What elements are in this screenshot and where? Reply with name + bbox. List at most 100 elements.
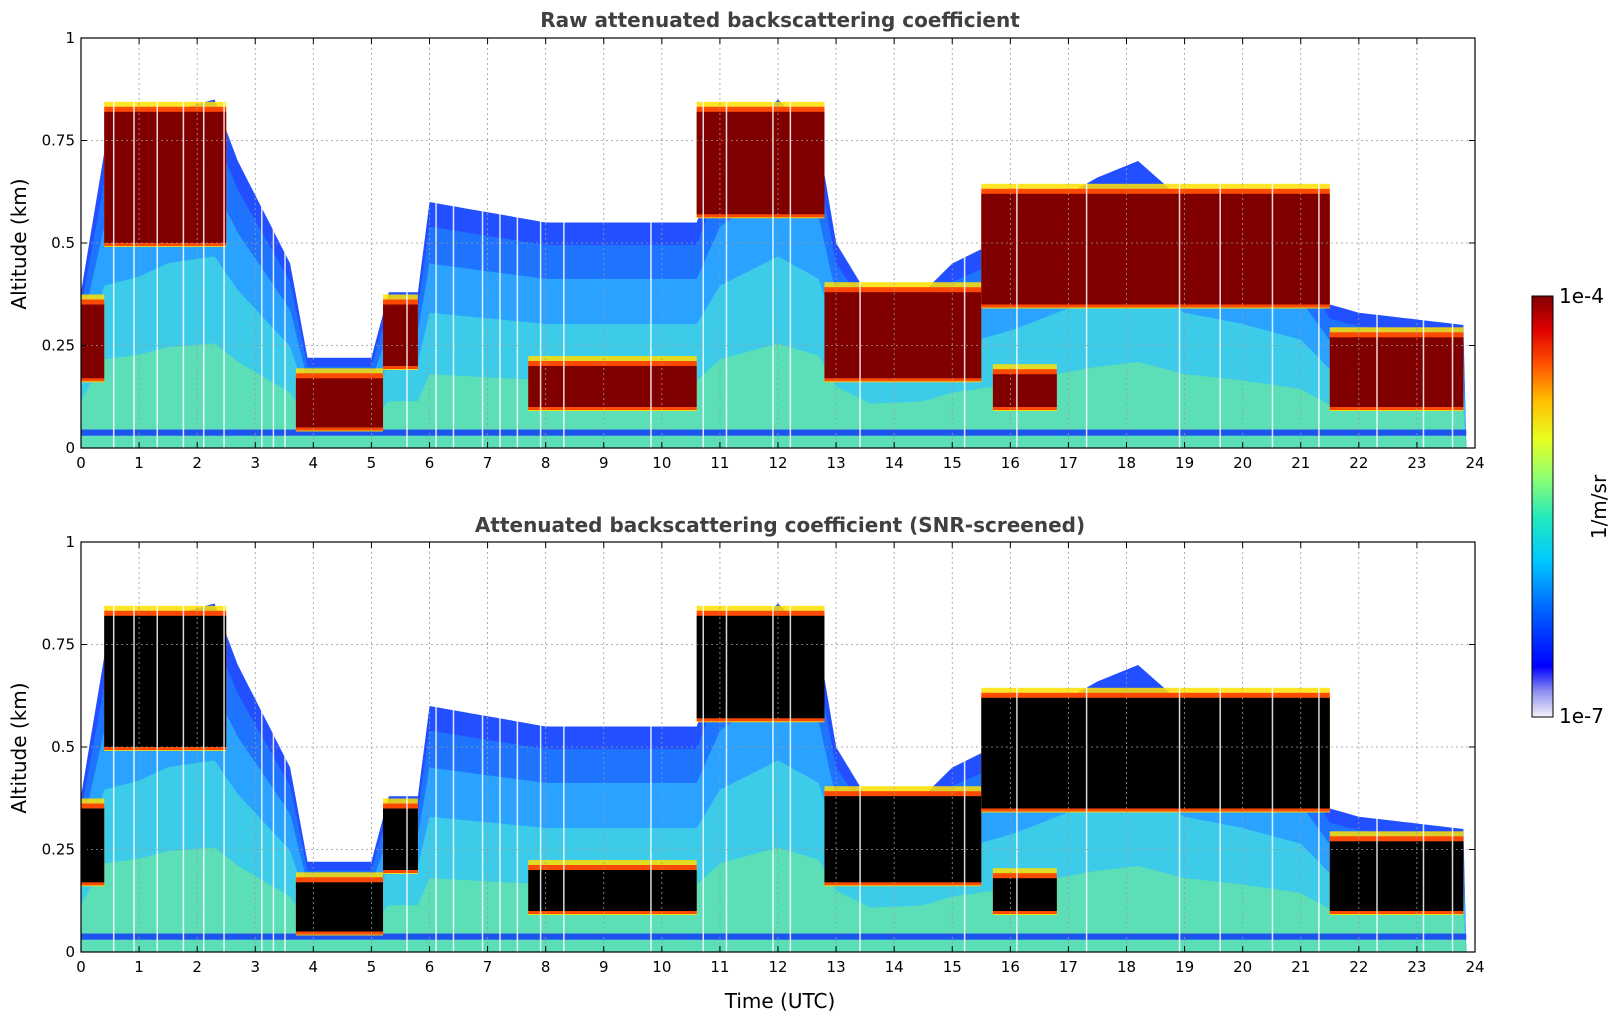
x-tick-label: 1 — [134, 454, 144, 472]
y-tick-label: 0.75 — [42, 132, 75, 150]
x-tick-label: 16 — [1001, 958, 1020, 976]
x-tick-label: 6 — [425, 958, 435, 976]
x-tick-label: 13 — [827, 958, 846, 976]
data-gap-stripe — [702, 38, 704, 448]
data-gap-stripe — [223, 38, 225, 448]
data-gap-stripe — [499, 542, 501, 952]
panel-raw-ylabel: Altitude (km) — [7, 178, 31, 309]
data-gap-stripe — [650, 38, 652, 448]
x-tick-label: 0 — [76, 454, 86, 472]
x-tick-label: 14 — [885, 454, 904, 472]
y-tick-label: 0 — [65, 943, 75, 961]
data-gap-stripe — [112, 38, 115, 448]
colorbar-unit-label: 1/m/sr — [1587, 474, 1611, 539]
x-tick-label: 16 — [1001, 454, 1020, 472]
x-tick-label: 2 — [192, 958, 202, 976]
cloud-layer — [992, 878, 1057, 911]
data-gap-stripe — [1422, 542, 1425, 952]
x-tick-label: 15 — [943, 454, 962, 472]
y-tick-label: 0.75 — [42, 636, 75, 654]
x-tick-label: 4 — [309, 958, 319, 976]
x-tick-label: 3 — [250, 454, 260, 472]
grid — [81, 38, 1475, 448]
data-gap-stripe — [1318, 38, 1320, 448]
data-gap-stripe — [272, 542, 275, 952]
y-tick-label: 0.25 — [42, 337, 75, 355]
x-tick-label: 7 — [483, 958, 493, 976]
x-tick-label: 9 — [599, 958, 609, 976]
x-tick-label: 5 — [367, 454, 377, 472]
data-gap-stripe — [1219, 542, 1221, 952]
data-gap-stripe — [202, 542, 205, 952]
x-tick-label: 6 — [425, 454, 435, 472]
data-gap-stripe — [539, 542, 542, 952]
x-tick-label: 7 — [483, 454, 493, 472]
data-gap-stripe — [1178, 38, 1181, 448]
data-gap-stripe — [112, 542, 115, 952]
x-tick-label: 9 — [599, 454, 609, 472]
cloud-layer — [981, 697, 1330, 809]
y-tick-label: 0 — [65, 439, 75, 457]
grid — [81, 542, 1475, 952]
cloud-layer — [383, 808, 418, 870]
cloud-layer — [1329, 841, 1464, 911]
x-tick-label: 12 — [768, 454, 787, 472]
cloud-layer — [824, 292, 982, 379]
panel-screened-ylabel: Altitude (km) — [7, 682, 31, 813]
x-tick-label: 19 — [1175, 454, 1194, 472]
x-tick-label: 13 — [827, 454, 846, 472]
data-gap-stripe — [789, 38, 792, 448]
data-gap-stripe — [650, 542, 652, 952]
x-tick-label: 4 — [309, 454, 319, 472]
data-gap-stripe — [202, 38, 205, 448]
x-tick-label: 23 — [1407, 454, 1426, 472]
y-tick-label: 0.25 — [42, 841, 75, 859]
data-gap-stripe — [702, 542, 704, 952]
cloud-layer — [696, 111, 825, 215]
y-tick-label: 0.5 — [51, 738, 75, 756]
x-tick-label: 24 — [1465, 454, 1484, 472]
x-tick-label: 8 — [541, 454, 551, 472]
data-gap-stripe — [1219, 38, 1221, 448]
data-gap-stripe — [452, 542, 455, 952]
cloud-layer — [104, 111, 227, 243]
x-tick-label: 22 — [1349, 454, 1368, 472]
x-tick-label: 10 — [652, 958, 671, 976]
x-tick-label: 2 — [192, 454, 202, 472]
x-tick-label: 18 — [1117, 454, 1136, 472]
cloud-layer — [1329, 337, 1464, 407]
data-gap-stripe — [284, 542, 286, 952]
colorbar-max-label: 1e-4 — [1559, 284, 1604, 308]
cloud-layer — [824, 796, 982, 883]
cloud-layer — [81, 304, 105, 379]
data-gap-stripe — [133, 542, 135, 952]
cloud-layer — [528, 870, 697, 911]
cloud-layer — [992, 374, 1057, 407]
x-tick-label: 21 — [1291, 454, 1310, 472]
data-gap-stripe — [452, 38, 455, 448]
data-gap-stripe — [1318, 542, 1320, 952]
cloud-layer — [295, 882, 384, 932]
cloud-layer — [981, 193, 1330, 305]
x-tick-label: 17 — [1059, 958, 1078, 976]
y-tick-label: 1 — [65, 29, 75, 47]
cloud-layer — [696, 615, 825, 719]
x-tick-label: 12 — [768, 958, 787, 976]
x-tick-label: 20 — [1233, 958, 1252, 976]
x-tick-label: 20 — [1233, 454, 1252, 472]
data-gap-stripe — [1422, 38, 1425, 448]
x-tick-label: 18 — [1117, 958, 1136, 976]
data-gap-stripe — [789, 542, 792, 952]
y-tick-label: 0.5 — [51, 234, 75, 252]
cloud-layer — [528, 366, 697, 407]
data-gap-stripe — [182, 542, 185, 952]
cloud-layer — [295, 378, 384, 428]
data-gap-stripe — [539, 38, 542, 448]
panel-screened-plot-area: 0 1 2 3 4 5 6 7 8 9 10 11 12 13 14 15 16 17 18 19 20 21 22 23 24… — [42, 533, 1485, 976]
x-tick-label: 11 — [710, 454, 729, 472]
cloud-layer — [104, 615, 227, 747]
x-tick-label: 19 — [1175, 958, 1194, 976]
x-tick-label: 1 — [134, 958, 144, 976]
data-gap-stripe — [133, 38, 135, 448]
data-gap-stripe — [499, 38, 501, 448]
